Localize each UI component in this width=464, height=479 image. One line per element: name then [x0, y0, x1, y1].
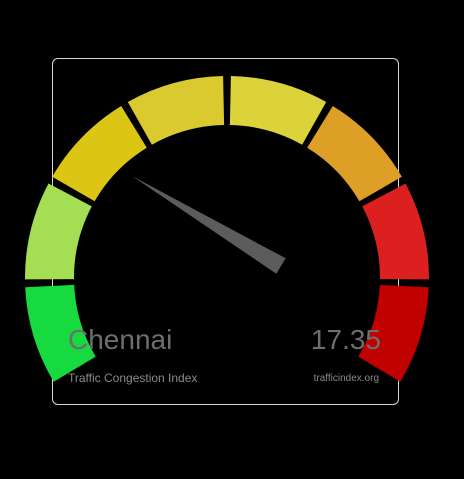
gauge-segment: [25, 284, 96, 382]
gauge-segment: [358, 284, 429, 382]
gauge-segments: [24, 76, 430, 382]
gauge-segment: [362, 183, 430, 280]
gauge-segment: [24, 183, 92, 280]
gauge-needle: [132, 176, 286, 274]
gauge-segment: [229, 76, 327, 145]
gauge-segment: [52, 106, 147, 202]
gauge-segment: [307, 106, 402, 202]
congestion-value: 17.35: [310, 324, 381, 355]
gauge-segment: [127, 76, 225, 145]
source-link[interactable]: trafficindex.org: [313, 373, 379, 384]
index-label: Traffic Congestion Index: [68, 371, 198, 385]
city-name: Chennai: [68, 324, 173, 355]
